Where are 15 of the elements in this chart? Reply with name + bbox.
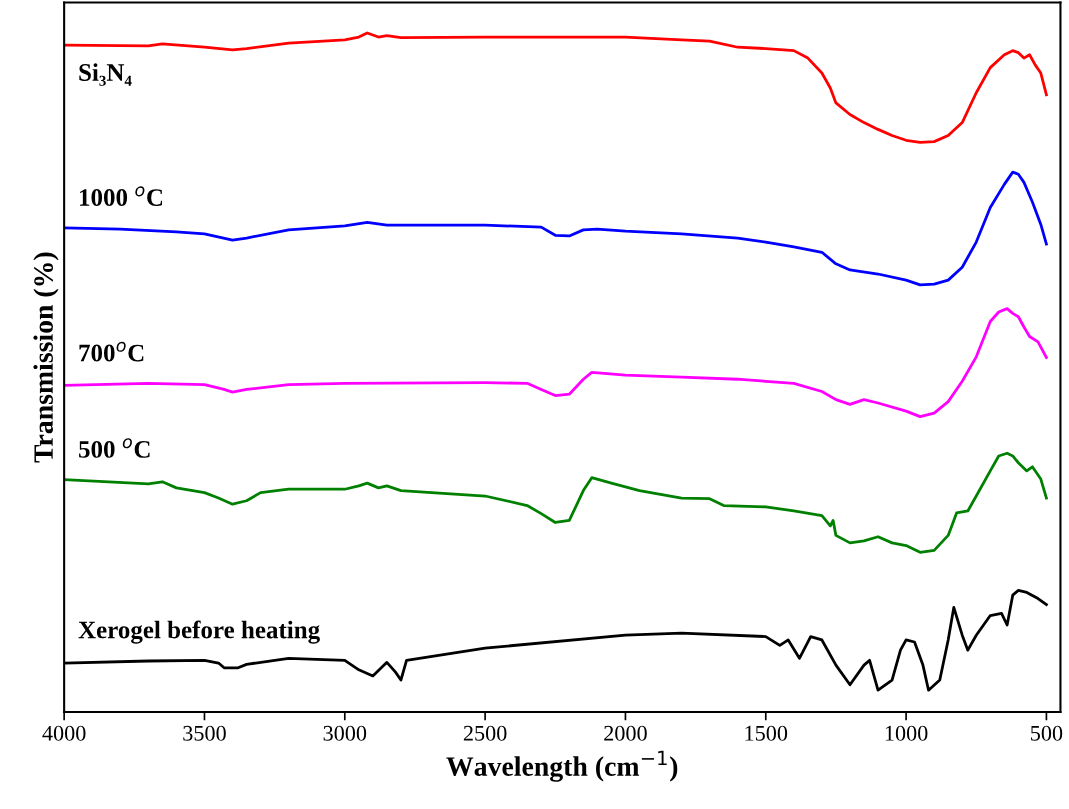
x-tick-label: 2500 xyxy=(463,725,507,741)
x-axis-title: Wavelength (cm$^{−1}$) xyxy=(446,750,678,782)
x-tick-label: 3000 xyxy=(323,725,367,741)
series-label: 700$^{o}$C xyxy=(79,341,144,362)
series-label: 500 $^{o}$C xyxy=(79,438,150,458)
x-tick-label: 3500 xyxy=(183,725,226,741)
series-label: 1000 $^{o}$C xyxy=(80,186,163,206)
x-tick-label: 500 xyxy=(1031,725,1063,741)
x-tick-label: 1000 xyxy=(885,725,928,741)
x-tick-label: 2000 xyxy=(604,725,647,741)
x-tick-label: 4000 xyxy=(42,725,86,741)
series-label: Si₃N₄ xyxy=(79,63,132,86)
series-label: Xerogel before heating xyxy=(78,620,320,644)
x-tick-label: 1500 xyxy=(745,725,788,741)
y-axis-title: Transmission (%) xyxy=(33,252,59,463)
